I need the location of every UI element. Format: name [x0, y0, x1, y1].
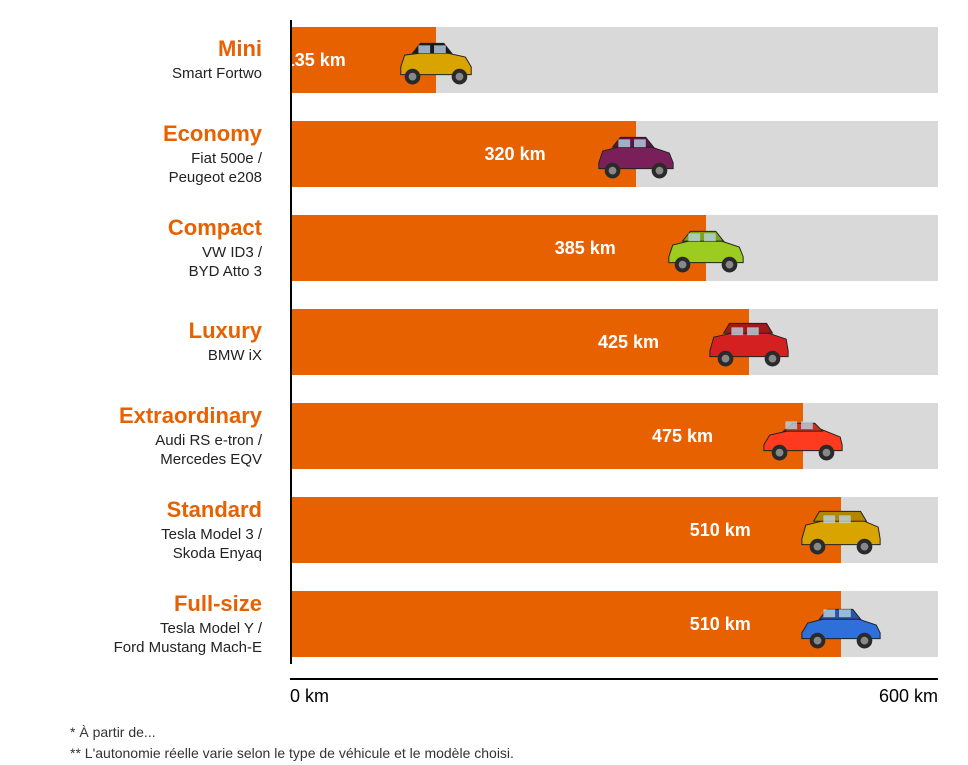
car-icon [758, 409, 848, 463]
value-label: 320 km [485, 144, 546, 165]
category-name: Mini [30, 36, 262, 62]
y-axis-line [290, 20, 292, 664]
bar-track: 385 km [290, 215, 938, 281]
car-icon [661, 221, 751, 275]
bar-track: 425 km [290, 309, 938, 375]
chart-row: Compact VW ID3 /BYD Atto 3 385 km [30, 208, 938, 288]
bar-fill: 510 km [290, 591, 841, 657]
chart-row: Economy Fiat 500e /Peugeot e208 320 km [30, 114, 938, 194]
car-icon [704, 315, 794, 369]
row-label: Full-size Tesla Model Y /Ford Mustang Ma… [30, 591, 290, 658]
model-names: VW ID3 /BYD Atto 3 [30, 243, 262, 282]
x-axis-line: 0 km 600 km [290, 678, 938, 706]
chart-row: Full-size Tesla Model Y /Ford Mustang Ma… [30, 584, 938, 664]
footnotes: * À partir de... ** L'autonomie réelle v… [70, 722, 938, 764]
axis-max-label: 600 km [879, 686, 938, 707]
chart-row: Luxury BMW iX 425 km [30, 302, 938, 382]
model-names: Smart Fortwo [30, 64, 262, 84]
car-icon [591, 127, 681, 181]
chart-row: Extraordinary Audi RS e-tron /Mercedes E… [30, 396, 938, 476]
model-names: Tesla Model Y /Ford Mustang Mach-E [30, 619, 262, 658]
row-label: Extraordinary Audi RS e-tron /Mercedes E… [30, 403, 290, 470]
category-name: Compact [30, 215, 262, 241]
value-label: 510 km [690, 614, 751, 635]
car-icon [391, 33, 481, 87]
footnote-2: ** L'autonomie réelle varie selon le typ… [70, 743, 938, 764]
bar-fill: 475 km [290, 403, 803, 469]
car-icon [796, 597, 886, 651]
chart-row: Mini Smart Fortwo 135 km [30, 20, 938, 100]
axis-min-label: 0 km [290, 686, 329, 707]
bar-track: 320 km [290, 121, 938, 187]
footnote-1: * À partir de... [70, 722, 938, 743]
category-name: Full-size [30, 591, 262, 617]
value-label: 385 km [555, 238, 616, 259]
model-names: BMW iX [30, 346, 262, 366]
value-label: 475 km [652, 426, 713, 447]
category-name: Luxury [30, 318, 262, 344]
chart-rows: Mini Smart Fortwo 135 km Economy Fiat 50… [30, 20, 938, 664]
bar-fill: 320 km [290, 121, 636, 187]
chart-row: Standard Tesla Model 3 /Skoda Enyaq 510 … [30, 490, 938, 570]
bar-track: 135 km [290, 27, 938, 93]
bar-fill: 425 km [290, 309, 749, 375]
category-name: Economy [30, 121, 262, 147]
bar-track: 475 km [290, 403, 938, 469]
category-name: Extraordinary [30, 403, 262, 429]
bar-fill: 385 km [290, 215, 706, 281]
category-name: Standard [30, 497, 262, 523]
row-label: Standard Tesla Model 3 /Skoda Enyaq [30, 497, 290, 564]
row-label: Mini Smart Fortwo [30, 36, 290, 84]
car-icon [796, 503, 886, 557]
bar-fill: 510 km [290, 497, 841, 563]
value-label: 135 km [285, 50, 346, 71]
value-label: 510 km [690, 520, 751, 541]
model-names: Audi RS e-tron /Mercedes EQV [30, 431, 262, 470]
row-label: Luxury BMW iX [30, 318, 290, 366]
x-axis: 0 km 600 km [30, 678, 938, 706]
bar-track: 510 km [290, 591, 938, 657]
row-label: Economy Fiat 500e /Peugeot e208 [30, 121, 290, 188]
ev-range-chart: Mini Smart Fortwo 135 km Economy Fiat 50… [30, 20, 938, 706]
model-names: Tesla Model 3 /Skoda Enyaq [30, 525, 262, 564]
bar-track: 510 km [290, 497, 938, 563]
value-label: 425 km [598, 332, 659, 353]
model-names: Fiat 500e /Peugeot e208 [30, 149, 262, 188]
row-label: Compact VW ID3 /BYD Atto 3 [30, 215, 290, 282]
